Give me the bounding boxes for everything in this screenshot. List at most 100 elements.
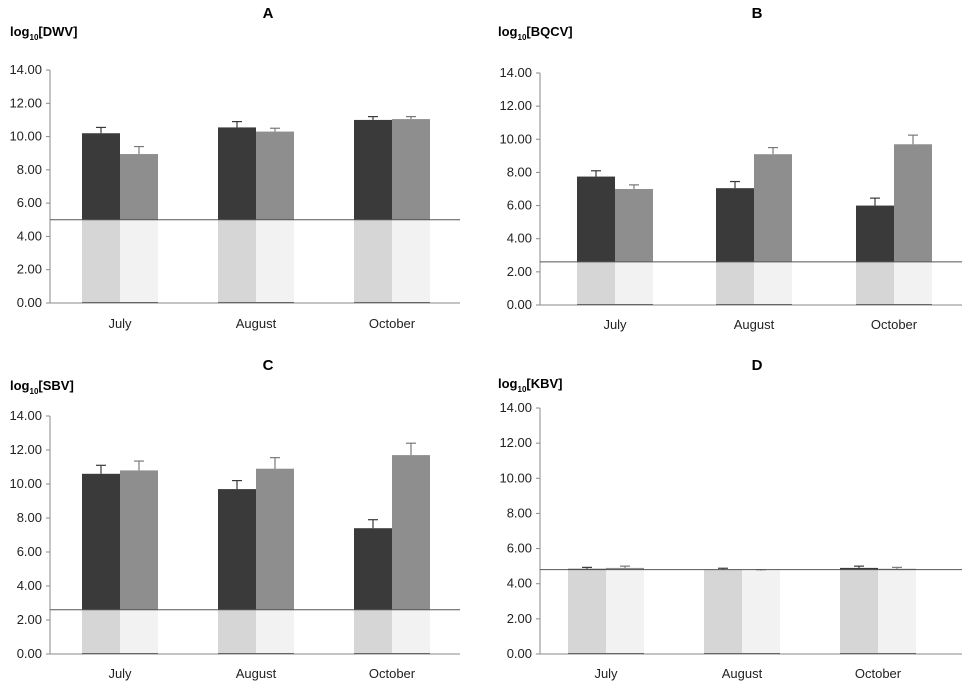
y-tick-label: 2.00	[507, 264, 532, 279]
panel-letter: A	[263, 5, 274, 22]
bar-august-s2	[256, 131, 294, 220]
bar-below-threshold	[716, 261, 754, 305]
x-category-label: August	[722, 666, 763, 681]
y-tick-label: 8.00	[17, 510, 42, 525]
y-tick-label: 12.00	[499, 435, 532, 450]
y-tick-label: 10.00	[9, 476, 42, 491]
bar-october-s2	[392, 119, 430, 220]
y-tick-label: 4.00	[507, 231, 532, 246]
y-tick-label: 4.00	[507, 576, 532, 591]
x-category-label: July	[108, 666, 132, 681]
bar-below-threshold	[856, 261, 894, 305]
y-tick-label: 8.00	[507, 164, 532, 179]
bar-below-threshold	[82, 219, 120, 303]
y-tick-label: 0.00	[507, 646, 532, 661]
bar-below-threshold	[218, 609, 256, 654]
y-axis-label: log10[DWV]	[10, 24, 77, 42]
x-category-label: July	[594, 666, 618, 681]
x-category-label: August	[236, 316, 277, 331]
bar-below-threshold	[120, 609, 158, 654]
bar-below-threshold	[742, 570, 780, 654]
bar-below-threshold	[256, 609, 294, 654]
bar-below-threshold	[754, 261, 792, 305]
y-tick-label: 0.00	[17, 295, 42, 310]
bar-below-threshold	[392, 219, 430, 303]
y-tick-label: 6.00	[17, 544, 42, 559]
y-tick-label: 12.00	[9, 95, 42, 110]
y-tick-label: 2.00	[507, 611, 532, 626]
bar-below-threshold	[840, 569, 878, 654]
y-tick-label: 10.00	[9, 129, 42, 144]
y-tick-label: 8.00	[17, 162, 42, 177]
y-axis-label: log10[SBV]	[10, 378, 74, 396]
bar-october-s1	[354, 119, 392, 220]
bar-august-s1	[218, 489, 256, 610]
bar-below-threshold	[615, 261, 653, 305]
x-category-label: October	[369, 316, 416, 331]
panel-letter: C	[263, 357, 274, 374]
y-tick-label: 14.00	[9, 408, 42, 423]
y-tick-label: 12.00	[9, 442, 42, 457]
y-tick-label: 12.00	[499, 98, 532, 113]
y-tick-label: 14.00	[9, 62, 42, 77]
y-axis-label: log10[BQCV]	[498, 24, 573, 42]
y-tick-label: 4.00	[17, 228, 42, 243]
bar-below-threshold	[82, 609, 120, 654]
y-tick-label: 2.00	[17, 262, 42, 277]
y-tick-label: 10.00	[499, 470, 532, 485]
x-category-label: July	[108, 316, 132, 331]
y-tick-label: 0.00	[17, 646, 42, 661]
y-tick-label: 6.00	[507, 198, 532, 213]
bar-below-threshold	[354, 219, 392, 303]
bar-below-threshold	[568, 569, 606, 654]
y-tick-label: 14.00	[499, 65, 532, 80]
bar-below-threshold	[392, 609, 430, 654]
bar-august-s1	[716, 188, 754, 262]
bar-july-s1	[82, 473, 120, 610]
y-tick-label: 2.00	[17, 612, 42, 627]
bar-july-s2	[606, 567, 644, 570]
x-category-label: July	[603, 317, 627, 332]
bar-below-threshold	[218, 219, 256, 303]
bar-october-s2	[894, 144, 932, 262]
bar-below-threshold	[878, 569, 916, 654]
bar-below-threshold	[120, 219, 158, 303]
bar-below-threshold	[354, 609, 392, 654]
bar-below-threshold	[704, 569, 742, 654]
bar-august-s2	[754, 154, 792, 262]
x-category-label: October	[855, 666, 902, 681]
y-tick-label: 4.00	[17, 578, 42, 593]
y-tick-label: 8.00	[507, 505, 532, 520]
bar-july-s2	[615, 189, 653, 262]
bar-july-s1	[577, 176, 615, 262]
bar-october-s2	[392, 455, 430, 610]
y-tick-label: 6.00	[17, 195, 42, 210]
y-tick-label: 0.00	[507, 297, 532, 312]
y-tick-label: 10.00	[499, 131, 532, 146]
x-category-label: August	[734, 317, 775, 332]
bar-below-threshold	[256, 219, 294, 303]
bar-august-s2	[256, 468, 294, 610]
bar-october-s1	[840, 567, 878, 570]
y-tick-label: 14.00	[499, 400, 532, 415]
bar-below-threshold	[577, 261, 615, 305]
x-category-label: August	[236, 666, 277, 681]
bar-july-s1	[82, 133, 120, 220]
panel-letter: D	[752, 357, 763, 374]
bar-july-s2	[120, 154, 158, 220]
x-category-label: October	[871, 317, 918, 332]
y-axis-label: log10[KBV]	[498, 376, 563, 394]
panel-letter: B	[752, 5, 763, 22]
bar-below-threshold	[606, 569, 644, 654]
bar-july-s2	[120, 470, 158, 610]
bar-august-s1	[218, 127, 256, 220]
bar-october-s1	[354, 528, 392, 610]
x-category-label: October	[369, 666, 416, 681]
bar-below-threshold	[894, 261, 932, 305]
bar-october-s1	[856, 205, 894, 262]
